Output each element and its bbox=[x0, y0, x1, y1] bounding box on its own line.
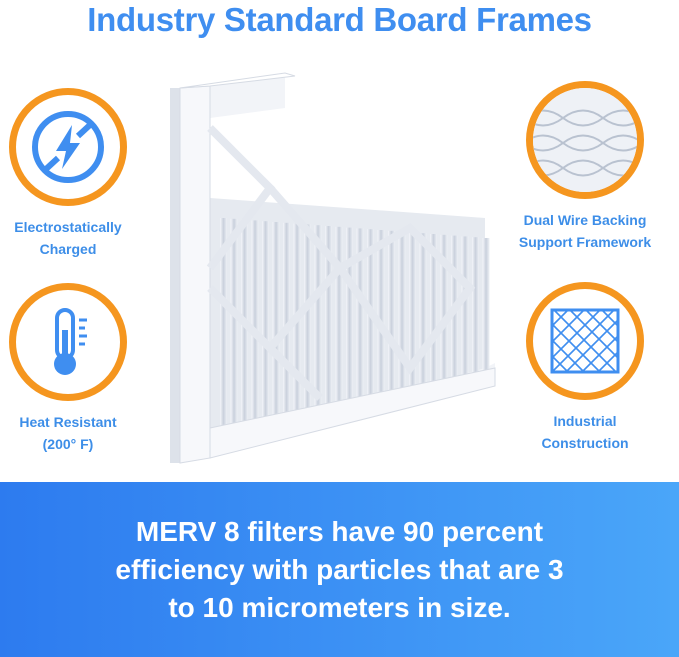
feature-label: Construction bbox=[541, 435, 629, 451]
banner-line: to 10 micrometers in size. bbox=[168, 591, 511, 623]
feature-label: Industrial bbox=[553, 413, 617, 429]
filter-pleat bbox=[388, 230, 395, 400]
filter-pleat bbox=[304, 224, 311, 419]
feature-ring bbox=[526, 81, 644, 199]
feature-industrial: Industrial Construction bbox=[510, 282, 660, 454]
feature-ring bbox=[9, 283, 127, 401]
filter-pleat bbox=[325, 226, 332, 414]
feature-heat-resistant: Heat Resistant (200° F) bbox=[0, 283, 143, 455]
feature-label: Electrostatically bbox=[14, 219, 122, 235]
filter-pleat bbox=[377, 230, 385, 402]
filter-pleat bbox=[440, 234, 448, 388]
filter-pleat bbox=[314, 225, 322, 417]
filter-pleat bbox=[262, 221, 269, 429]
merv-info-banner: MERV 8 filters have 90 percent efficienc… bbox=[0, 482, 679, 657]
no-static-icon bbox=[32, 111, 104, 183]
feature-electrostatic: Electrostatically Charged bbox=[0, 88, 143, 260]
filter-pleat bbox=[272, 222, 280, 426]
filter-pleat bbox=[472, 237, 479, 381]
filter-pleat bbox=[335, 226, 343, 412]
filter-pleat bbox=[430, 234, 437, 390]
feature-ring bbox=[9, 88, 127, 206]
filter-pleat bbox=[398, 231, 406, 398]
filter-pleat bbox=[230, 218, 238, 436]
filter-pleat bbox=[220, 218, 227, 438]
filter-pleat bbox=[251, 220, 259, 431]
filter-pleat bbox=[419, 233, 427, 393]
feature-label: (200° F) bbox=[42, 436, 94, 452]
feature-ring bbox=[526, 282, 644, 400]
filter-pleat bbox=[409, 232, 416, 395]
banner-line: efficiency with particles that are 3 bbox=[115, 553, 564, 585]
filter-pleat bbox=[356, 228, 364, 407]
banner-line: MERV 8 filters have 90 percent bbox=[135, 515, 544, 547]
filter-pleat bbox=[482, 238, 490, 378]
feature-label: Heat Resistant bbox=[19, 414, 117, 430]
wire-mesh-icon bbox=[533, 88, 637, 192]
feature-label: Support Framework bbox=[518, 234, 652, 250]
filter-pleat bbox=[461, 236, 469, 383]
page-title: Industry Standard Board Frames bbox=[87, 1, 592, 38]
feature-label: Charged bbox=[39, 241, 97, 257]
feature-dual-wire: Dual Wire Backing Support Framework bbox=[510, 81, 660, 253]
thermometer-icon bbox=[54, 308, 87, 375]
filter-pleat bbox=[346, 227, 353, 410]
feature-label: Dual Wire Backing bbox=[523, 212, 647, 228]
air-filter-image bbox=[170, 72, 496, 464]
grid-frame-icon bbox=[550, 308, 620, 374]
